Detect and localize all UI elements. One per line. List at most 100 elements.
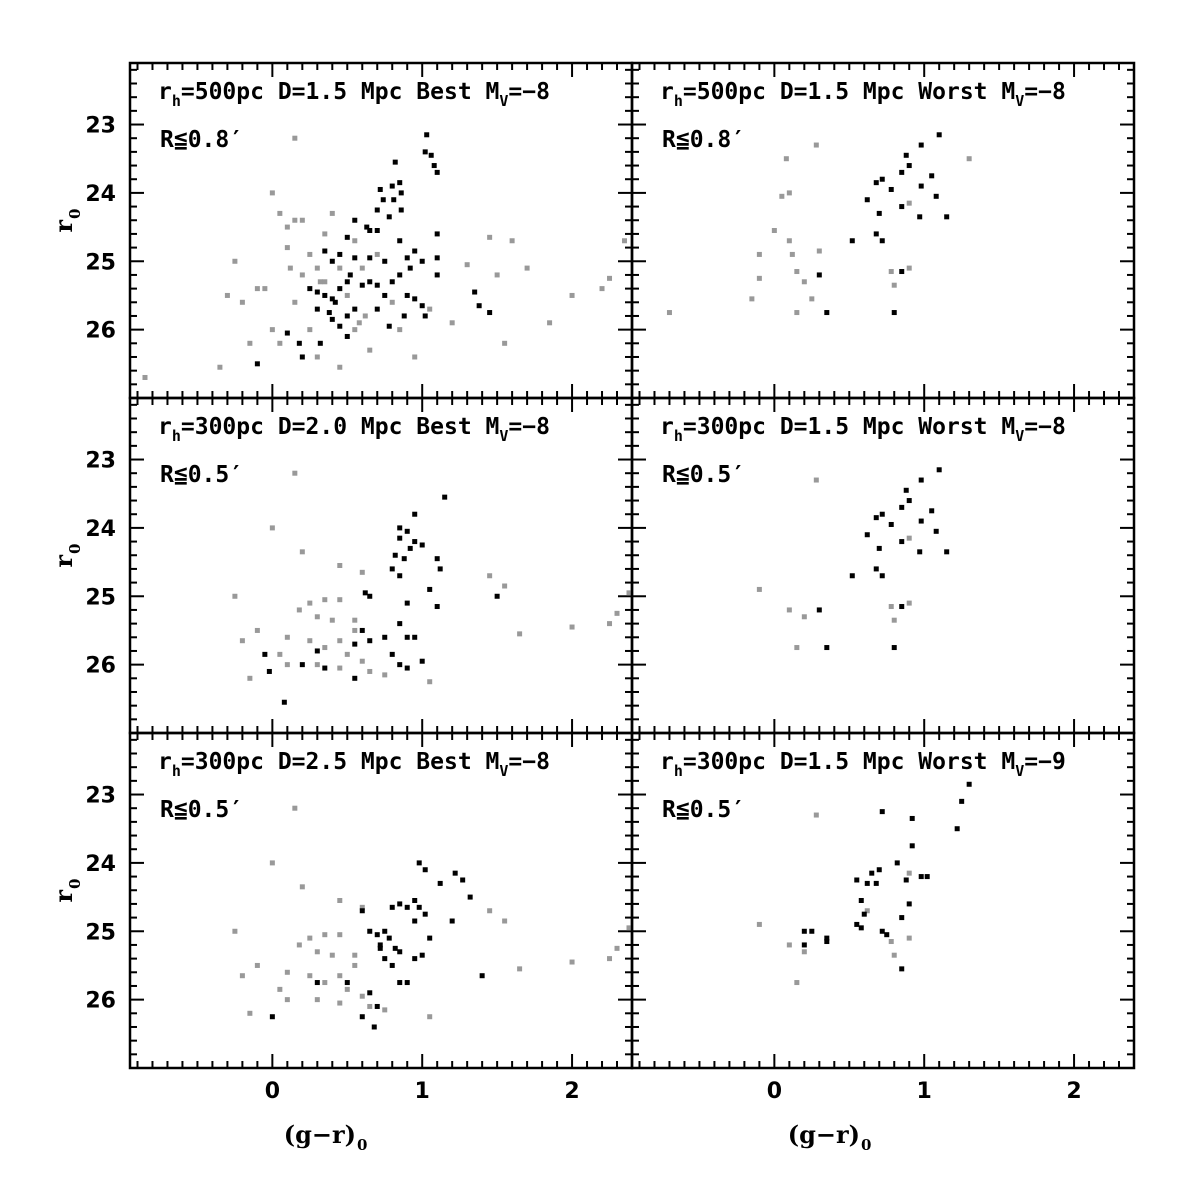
field-point <box>607 621 613 627</box>
member-point <box>422 149 428 155</box>
member-point <box>909 843 915 849</box>
member-point <box>404 600 410 606</box>
member-point <box>377 945 383 951</box>
field-point <box>813 477 819 483</box>
member-point <box>391 197 397 203</box>
field-point <box>816 248 822 254</box>
member-point <box>487 310 493 316</box>
member-point <box>873 566 879 572</box>
member-point <box>359 908 365 914</box>
member-point <box>314 980 320 986</box>
field-point <box>299 884 305 890</box>
member-point <box>367 255 373 261</box>
member-point <box>954 826 960 832</box>
field-point <box>367 668 373 674</box>
member-point <box>412 511 418 517</box>
field-point <box>813 142 819 148</box>
member-point <box>380 197 386 203</box>
x-tick-label: 0 <box>265 1079 280 1104</box>
panels: 23 24 25 26 rh=500pc D=1.5 Mpc Best MV=−8 R≦0… <box>85 61 1136 1104</box>
member-point <box>397 535 403 541</box>
field-point <box>284 969 290 975</box>
field-points <box>142 135 628 380</box>
field-point <box>367 1003 373 1009</box>
member-point <box>419 258 425 264</box>
member-point <box>918 142 924 148</box>
field-point <box>607 956 613 962</box>
member-point <box>397 272 403 278</box>
member-point <box>824 645 830 651</box>
field-point <box>449 320 455 326</box>
field-point <box>382 672 388 678</box>
field-point <box>329 952 335 958</box>
member-point <box>382 634 388 640</box>
member-point <box>329 258 335 264</box>
field-point <box>771 228 777 233</box>
member-point <box>428 152 434 158</box>
field-point <box>614 610 620 616</box>
field-point <box>487 234 493 240</box>
field-point <box>367 347 373 353</box>
panel-title: rh=300pc D=2.0 Mpc Best MV=−8 <box>158 414 550 445</box>
field-point <box>337 932 343 938</box>
member-point <box>389 279 395 285</box>
panel-radius-label: R≦0.8′ <box>662 127 745 153</box>
field-point <box>389 299 395 305</box>
member-point <box>412 296 418 302</box>
member-point <box>894 860 900 866</box>
field-point <box>891 617 897 623</box>
member-point <box>344 313 350 319</box>
field-point <box>344 292 350 298</box>
member-point <box>479 973 485 979</box>
member-point <box>416 860 422 866</box>
member-point <box>404 634 410 640</box>
member-point <box>869 870 875 876</box>
field-point <box>296 942 302 948</box>
field-point <box>322 231 328 237</box>
member-point <box>899 604 905 610</box>
member-point <box>864 880 870 886</box>
field-point <box>794 310 800 316</box>
member-point <box>404 292 410 298</box>
member-point <box>449 918 455 924</box>
member-point <box>296 340 302 346</box>
member-point <box>854 921 860 927</box>
member-point <box>404 904 410 910</box>
field-point <box>322 279 328 285</box>
member-point <box>392 159 398 165</box>
field-point <box>314 997 320 1003</box>
field-point <box>888 269 894 275</box>
field-point <box>487 573 493 579</box>
field-points <box>232 805 632 1020</box>
field-point <box>287 265 293 271</box>
field-point <box>344 651 350 657</box>
field-point <box>284 634 290 640</box>
member-point <box>917 549 923 555</box>
member-point <box>266 668 272 674</box>
member-point <box>899 269 905 275</box>
member-point <box>284 330 290 336</box>
field-point <box>329 617 335 623</box>
member-point <box>404 528 410 534</box>
member-point <box>344 279 350 285</box>
field-point <box>906 870 912 876</box>
member-point <box>918 874 924 880</box>
field-point <box>307 973 313 979</box>
field-point <box>622 238 628 244</box>
member-point <box>879 573 885 579</box>
member-point <box>437 880 443 886</box>
field-point <box>142 374 148 380</box>
field-point <box>247 675 253 681</box>
member-point <box>397 949 403 955</box>
member-point <box>382 292 388 298</box>
member-point <box>322 248 328 254</box>
field-point <box>794 645 800 651</box>
field-point <box>569 959 575 965</box>
panel-title: rh=300pc D=2.5 Mpc Best MV=−8 <box>158 749 550 780</box>
member-point <box>944 214 950 220</box>
member-point <box>966 781 972 787</box>
panel-6: 0 1 2 rh=300pc D=1.5 Mpc Worst MV=−9 R≦0.5′ <box>630 731 1136 1104</box>
field-point <box>599 286 605 292</box>
member-point <box>899 169 905 175</box>
